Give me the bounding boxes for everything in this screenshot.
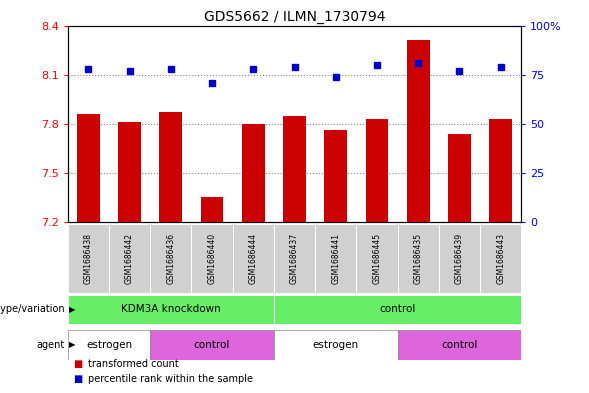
Bar	[366, 119, 388, 222]
Bar	[283, 116, 306, 222]
Bar	[150, 224, 191, 293]
Bar	[68, 224, 109, 293]
Bar	[68, 295, 274, 324]
Text: GSM1686439: GSM1686439	[455, 233, 464, 284]
Text: control: control	[194, 340, 230, 350]
Text: estrogen: estrogen	[313, 340, 359, 350]
Text: GSM1686443: GSM1686443	[496, 233, 505, 284]
Bar	[242, 124, 264, 222]
Text: GSM1686445: GSM1686445	[372, 233, 382, 284]
Text: GSM1686435: GSM1686435	[413, 233, 423, 284]
Bar	[407, 40, 429, 222]
Text: estrogen: estrogen	[86, 340, 132, 350]
Bar	[160, 112, 182, 222]
Text: ■: ■	[74, 374, 83, 384]
Bar	[448, 134, 471, 222]
Text: GSM1686444: GSM1686444	[249, 233, 258, 284]
Bar	[233, 224, 274, 293]
Bar	[439, 224, 480, 293]
Bar	[77, 114, 100, 222]
Text: ■: ■	[74, 360, 83, 369]
Text: KDM3A knockdown: KDM3A knockdown	[121, 305, 221, 314]
Bar	[356, 224, 398, 293]
Text: GDS5662 / ILMN_1730794: GDS5662 / ILMN_1730794	[204, 10, 385, 24]
Bar	[325, 130, 347, 222]
Bar	[480, 224, 521, 293]
Bar	[274, 330, 398, 360]
Text: GSM1686438: GSM1686438	[84, 233, 93, 284]
Bar	[398, 330, 521, 360]
Text: genotype/variation: genotype/variation	[0, 305, 65, 314]
Bar	[315, 224, 356, 293]
Text: percentile rank within the sample: percentile rank within the sample	[88, 374, 253, 384]
Text: GSM1686442: GSM1686442	[125, 233, 134, 284]
Bar	[109, 224, 150, 293]
Bar	[150, 330, 274, 360]
Text: control: control	[379, 305, 416, 314]
Text: transformed count: transformed count	[88, 360, 179, 369]
Text: GSM1686441: GSM1686441	[331, 233, 340, 284]
Bar	[68, 330, 150, 360]
Bar	[489, 119, 512, 222]
Text: GSM1686437: GSM1686437	[290, 233, 299, 284]
Bar	[398, 224, 439, 293]
Text: ▶: ▶	[69, 340, 75, 349]
Text: GSM1686440: GSM1686440	[207, 233, 217, 284]
Bar	[118, 122, 141, 222]
Text: ▶: ▶	[69, 305, 75, 314]
Bar	[201, 198, 223, 222]
Text: control: control	[441, 340, 478, 350]
Bar	[191, 224, 233, 293]
Text: GSM1686436: GSM1686436	[166, 233, 176, 284]
Text: agent: agent	[37, 340, 65, 350]
Bar	[274, 295, 521, 324]
Bar	[274, 224, 315, 293]
